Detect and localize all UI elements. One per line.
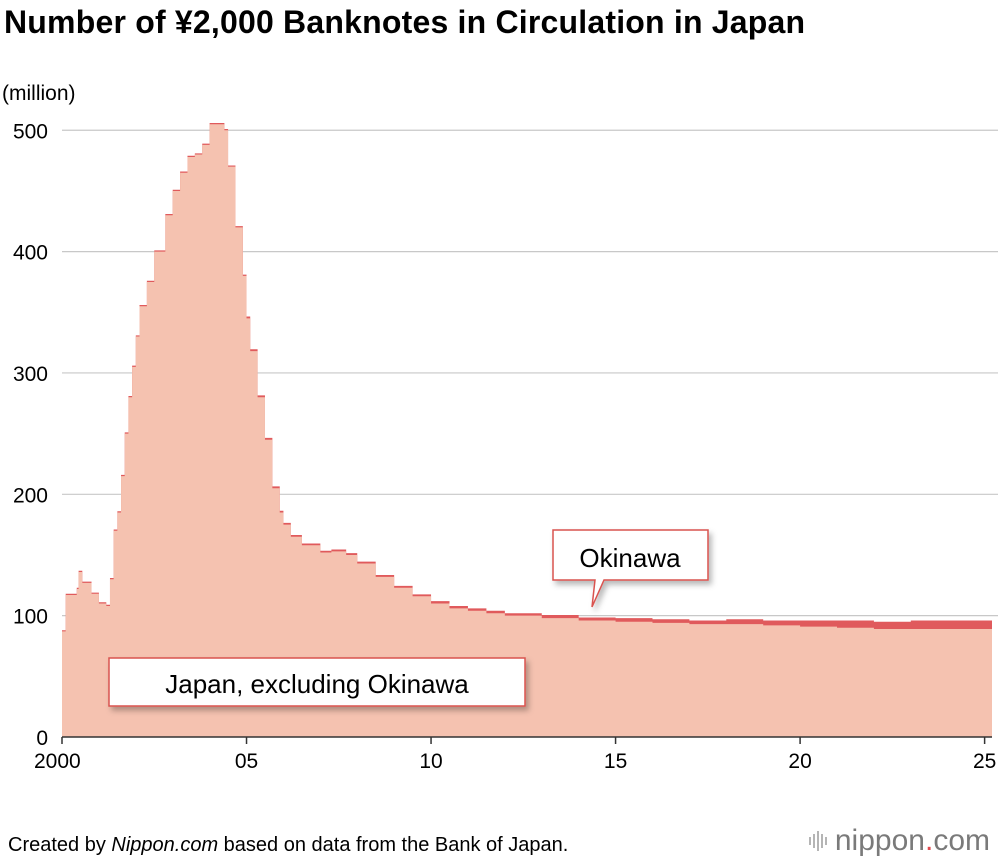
japan-callout: Japan, excluding Okinawa bbox=[108, 657, 526, 707]
x-tick-label-05: 05 bbox=[235, 750, 258, 773]
y-tick-label-200: 200 bbox=[13, 484, 48, 507]
x-tick-label-2000: 2000 bbox=[34, 750, 81, 773]
series-areas bbox=[62, 122, 992, 738]
x-tick-label-15: 15 bbox=[604, 750, 627, 773]
chart-title: Number of ¥2,000 Banknotes in Circulatio… bbox=[4, 4, 806, 40]
okinawa-callout-box bbox=[552, 529, 709, 608]
axes: 0 100 200 300 400 500 2000 05 10 15 20 25 bbox=[13, 120, 996, 773]
brand-name: nippon bbox=[834, 824, 925, 857]
source-note: Created by Nippon.com based on data from… bbox=[8, 834, 568, 857]
source-prefix: Created by bbox=[8, 834, 112, 856]
y-tick-label-0: 0 bbox=[36, 727, 48, 750]
annotations: Okinawa Japan, excluding Okinawa bbox=[108, 529, 709, 707]
japan-callout-box bbox=[108, 657, 526, 707]
source-site: Nippon.com bbox=[111, 834, 219, 856]
brand-bars-icon bbox=[808, 831, 829, 851]
x-tick-label-25: 25 bbox=[973, 750, 996, 773]
x-tick-label-20: 20 bbox=[788, 750, 811, 773]
okinawa-callout: Okinawa bbox=[552, 529, 709, 608]
brand-logo: nippon. com bbox=[808, 824, 990, 858]
brand-tld: com bbox=[933, 824, 990, 857]
japan-label: Japan, excluding Okinawa bbox=[165, 669, 469, 699]
x-tick-label-10: 10 bbox=[419, 750, 442, 773]
brand-dot: . bbox=[924, 824, 934, 857]
y-tick-label-500: 500 bbox=[13, 120, 48, 143]
y-tick-label-100: 100 bbox=[13, 606, 48, 629]
y-axis-unit-label: (million) bbox=[2, 82, 76, 105]
source-suffix: based on data from the Bank of Japan. bbox=[218, 834, 569, 856]
y-tick-label-400: 400 bbox=[13, 242, 48, 265]
y-tick-label-300: 300 bbox=[13, 363, 48, 386]
okinawa-label: Okinawa bbox=[579, 543, 681, 573]
japan-area bbox=[62, 124, 992, 738]
